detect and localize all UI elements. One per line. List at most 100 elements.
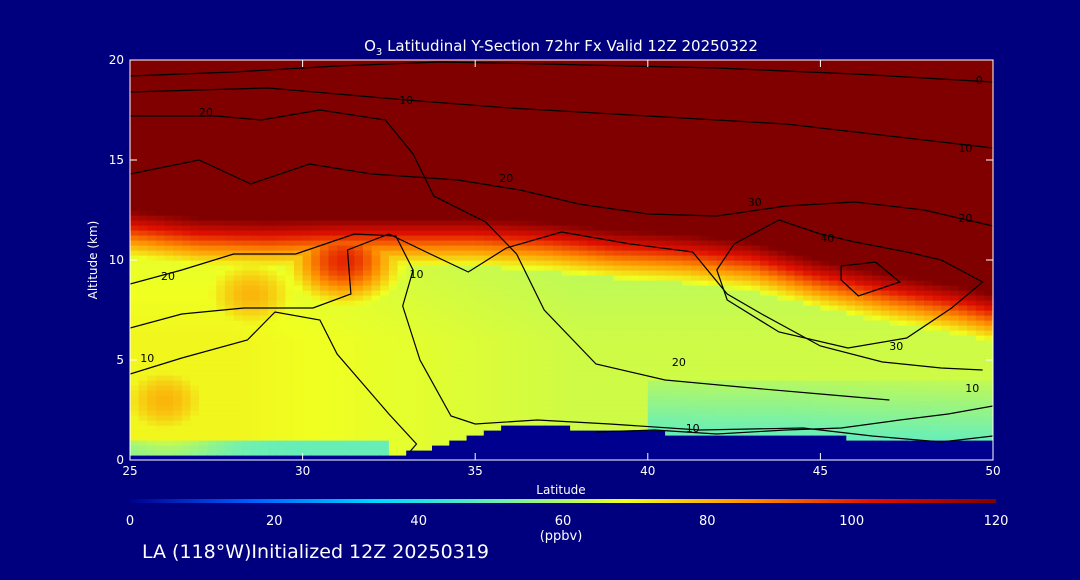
ozone-cell bbox=[388, 215, 399, 221]
ozone-cell bbox=[147, 100, 157, 106]
ozone-cell bbox=[138, 155, 148, 161]
ozone-cell bbox=[509, 255, 519, 261]
ozone-cell bbox=[345, 95, 355, 101]
ozone-cell bbox=[613, 215, 623, 221]
ozone-cell bbox=[259, 165, 269, 171]
ozone-cell bbox=[371, 65, 381, 71]
ozone-cell bbox=[552, 325, 563, 331]
ozone-cell bbox=[630, 165, 640, 171]
ozone-cell bbox=[173, 175, 183, 181]
ozone-cell bbox=[501, 420, 511, 426]
ozone-cell bbox=[423, 225, 433, 231]
ozone-cell bbox=[647, 350, 657, 356]
ozone-cell bbox=[130, 210, 140, 216]
ozone-cell bbox=[173, 375, 183, 381]
ozone-cell bbox=[199, 335, 209, 341]
ozone-cell bbox=[432, 65, 442, 71]
ozone-cell bbox=[181, 290, 191, 296]
ozone-cell bbox=[181, 440, 191, 446]
ozone-cell bbox=[371, 80, 381, 86]
ozone-cell bbox=[302, 130, 312, 136]
ozone-cell bbox=[423, 75, 433, 81]
ozone-cell bbox=[466, 370, 476, 376]
ozone-cell bbox=[276, 455, 286, 460]
ozone-cell bbox=[561, 440, 571, 446]
ozone-cell bbox=[173, 255, 183, 261]
ozone-cell bbox=[647, 355, 657, 361]
ozone-cell bbox=[656, 380, 666, 386]
ozone-cell bbox=[423, 385, 433, 391]
ozone-cell bbox=[647, 380, 657, 386]
ozone-cell bbox=[587, 150, 597, 156]
ozone-cell bbox=[276, 165, 286, 171]
ozone-cell bbox=[621, 170, 632, 176]
ozone-cell bbox=[440, 205, 450, 211]
ozone-cell bbox=[319, 130, 330, 136]
ozone-cell bbox=[250, 160, 260, 166]
ozone-cell bbox=[302, 430, 312, 436]
ozone-cell bbox=[432, 315, 442, 321]
ozone-cell bbox=[561, 290, 571, 296]
ozone-cell bbox=[501, 390, 511, 396]
ozone-cell bbox=[224, 355, 235, 361]
ozone-cell bbox=[311, 250, 321, 256]
ozone-cell bbox=[527, 90, 537, 96]
ozone-cell bbox=[138, 430, 148, 436]
ozone-cell bbox=[613, 365, 623, 371]
ozone-cell bbox=[630, 125, 640, 131]
ozone-cell bbox=[130, 110, 140, 116]
ozone-cell bbox=[173, 350, 183, 356]
ozone-cell bbox=[544, 90, 554, 96]
ozone-cell bbox=[216, 260, 226, 266]
ozone-cell bbox=[242, 425, 252, 431]
ozone-cell bbox=[440, 150, 450, 156]
ozone-cell bbox=[630, 330, 640, 336]
ozone-cell bbox=[190, 315, 200, 321]
ozone-cell bbox=[294, 280, 304, 286]
ozone-cell bbox=[449, 380, 459, 386]
ozone-cell bbox=[388, 345, 399, 351]
ozone-cell bbox=[319, 350, 330, 356]
ozone-cell bbox=[483, 355, 493, 361]
ozone-cell bbox=[535, 145, 545, 151]
ozone-cell bbox=[449, 195, 459, 201]
ozone-cell bbox=[457, 165, 468, 171]
ozone-cell bbox=[518, 110, 528, 116]
ozone-cell bbox=[613, 360, 623, 366]
ozone-cell bbox=[233, 180, 243, 186]
ozone-cell bbox=[302, 75, 312, 81]
ozone-cell bbox=[604, 195, 614, 201]
ozone-cell bbox=[259, 325, 269, 331]
ozone-cell bbox=[397, 70, 407, 76]
ozone-cell bbox=[535, 105, 545, 111]
ozone-cell bbox=[440, 185, 450, 191]
ozone-cell bbox=[380, 360, 390, 366]
ozone-cell bbox=[647, 175, 657, 181]
ozone-cell bbox=[492, 180, 502, 186]
ozone-cell bbox=[285, 255, 295, 261]
ozone-cell bbox=[466, 300, 476, 306]
ozone-cell bbox=[268, 95, 278, 101]
ozone-cell bbox=[621, 255, 632, 261]
ozone-cell bbox=[423, 440, 433, 446]
ozone-cell bbox=[130, 275, 140, 281]
ozone-cell bbox=[440, 350, 450, 356]
ozone-cell bbox=[509, 335, 519, 341]
ozone-cell bbox=[535, 370, 545, 376]
ozone-cell bbox=[155, 155, 166, 161]
ozone-cell bbox=[518, 195, 528, 201]
ozone-cell bbox=[224, 155, 235, 161]
ozone-cell bbox=[328, 350, 338, 356]
ozone-cell bbox=[492, 105, 502, 111]
ozone-cell bbox=[138, 325, 148, 331]
ozone-cell bbox=[216, 375, 226, 381]
ozone-cell bbox=[354, 220, 364, 226]
ozone-cell bbox=[527, 265, 537, 271]
ozone-cell bbox=[475, 380, 485, 386]
ozone-cell bbox=[371, 455, 381, 460]
ozone-cell bbox=[492, 360, 502, 366]
ozone-cell bbox=[147, 255, 157, 261]
ozone-cell bbox=[596, 395, 606, 401]
ozone-cell bbox=[276, 220, 286, 226]
ozone-cell bbox=[130, 335, 140, 341]
